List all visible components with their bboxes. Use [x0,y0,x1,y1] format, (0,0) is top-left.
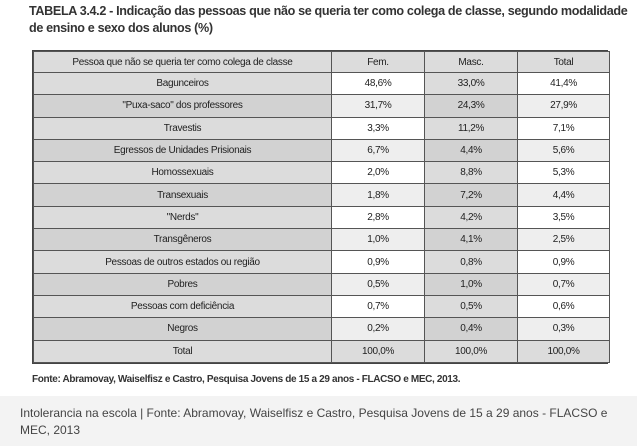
total-total: 100,0% [517,339,610,363]
female-cell: 2,0% [331,161,425,185]
female-cell: 0,7% [331,294,425,319]
total-cell: 7,1% [517,116,610,140]
female-cell: 0,2% [331,317,425,341]
table-row: Egressos de Unidades Prisionais 6,7% 4,4% 5… [33,138,610,163]
person-cell: "Nerds" [33,205,332,230]
header-total: Total [517,51,610,73]
total-female: 100,0% [331,339,425,363]
male-cell: 0,5% [424,294,518,319]
female-cell: 3,3% [331,116,425,140]
male-cell: 11,2% [424,116,518,140]
total-cell: 27,9% [517,94,610,118]
table-source: Fonte: Abramovay, Waiselfisz e Castro, P… [32,374,461,385]
person-cell: Egressos de Unidades Prisionais [33,138,332,163]
table-row: Homossexuais 2,0% 8,8% 5,3% [33,161,610,185]
male-cell: 33,0% [424,71,518,96]
table-row: Pessoas de outros estados ou região 0,9% 0… [33,250,610,274]
person-cell: Pessoas de outros estados ou região [33,250,332,274]
table-row: Bagunceiros 48,6% 33,0% 41,4% [33,71,610,96]
person-cell: Pessoas com deficiência [33,294,332,319]
female-cell: 1,8% [331,183,425,207]
table-row: Transexuais 1,8% 7,2% 4,4% [33,183,610,207]
total-cell: 0,7% [517,272,610,296]
table-row: "Puxa-saco" dos professores 31,7% 24,3% 27,… [33,94,610,118]
table-row: "Nerds" 2,8% 4,2% 3,5% [33,205,610,230]
table-row: Pessoas com deficiência 0,7% 0,5% 0,6% [33,294,610,319]
male-cell: 4,2% [424,205,518,230]
table-row: Negros 0,2% 0,4% 0,3% [33,317,610,341]
male-cell: 7,2% [424,183,518,207]
total-male: 100,0% [424,339,518,363]
female-cell: 48,6% [331,71,425,96]
male-cell: 4,4% [424,138,518,163]
male-cell: 8,8% [424,161,518,185]
person-cell: Transexuais [33,183,332,207]
person-cell: Negros [33,317,332,341]
person-cell: Homossexuais [33,161,332,185]
data-table: Pessoa que não se queria ter como colega… [33,51,610,363]
image-caption: Intolerancia na escola | Fonte: Abramova… [0,396,637,446]
table-row: Transgêneros 1,0% 4,1% 2,5% [33,228,610,252]
document-image: TABELA 3.4.2 - Indicação das pessoas que… [29,4,628,385]
table-total-row: Total 100,0% 100,0% 100,0% [33,339,610,363]
total-cell: 2,5% [517,228,610,252]
male-cell: 0,8% [424,250,518,274]
person-cell: "Puxa-saco" dos professores [33,94,332,118]
total-cell: 3,5% [517,205,610,230]
person-cell: Bagunceiros [33,71,332,96]
table-title: TABELA 3.4.2 - Indicação das pessoas que… [29,4,628,35]
male-cell: 24,3% [424,94,518,118]
header-female: Fem. [331,51,425,73]
total-cell: 0,9% [517,250,610,274]
total-label: Total [33,339,332,363]
male-cell: 1,0% [424,272,518,296]
total-cell: 4,4% [517,183,610,207]
total-cell: 5,3% [517,161,610,185]
total-cell: 0,3% [517,317,610,341]
header-person: Pessoa que não se queria ter como colega… [33,51,332,73]
table-row: Travestis 3,3% 11,2% 7,1% [33,116,610,140]
female-cell: 2,8% [331,205,425,230]
person-cell: Pobres [33,272,332,296]
female-cell: 31,7% [331,94,425,118]
female-cell: 0,5% [331,272,425,296]
data-table-container: Pessoa que não se queria ter como colega… [32,50,610,364]
male-cell: 0,4% [424,317,518,341]
total-cell: 41,4% [517,71,610,96]
table-body: Bagunceiros 48,6% 33,0% 41,4% "Puxa-saco" do… [33,71,610,341]
person-cell: Transgêneros [33,228,332,252]
female-cell: 6,7% [331,138,425,163]
female-cell: 1,0% [331,228,425,252]
male-cell: 4,1% [424,228,518,252]
header-male: Masc. [424,51,518,73]
table-row: Pobres 0,5% 1,0% 0,7% [33,272,610,296]
total-cell: 0,6% [517,294,610,319]
female-cell: 0,9% [331,250,425,274]
table-header-row: Pessoa que não se queria ter como colega… [33,51,610,73]
person-cell: Travestis [33,116,332,140]
total-cell: 5,6% [517,138,610,163]
